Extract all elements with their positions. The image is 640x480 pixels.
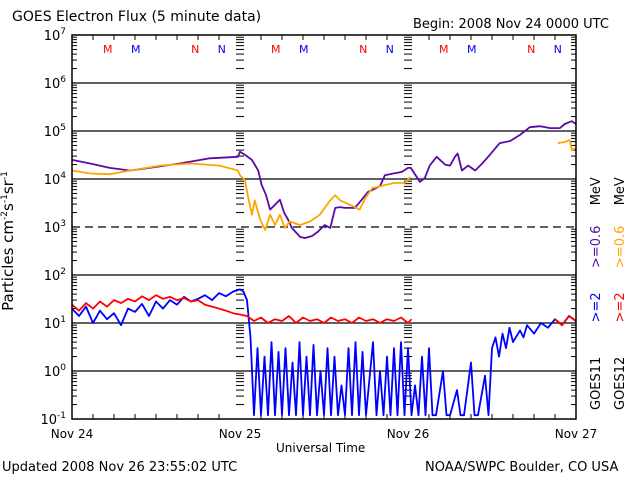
legend-goes11-name: GOES11 (589, 356, 604, 410)
y-tick-label: 102 (44, 267, 66, 284)
noon-midnight-marker: M (299, 43, 309, 56)
y-tick-label: 103 (44, 219, 66, 236)
x-tick-label: Nov 27 (555, 427, 598, 441)
noon-midnight-marker: M (103, 43, 113, 56)
noon-midnight-marker: M (467, 43, 477, 56)
noon-midnight-marker: M (131, 43, 141, 56)
series-line-0 (71, 120, 577, 239)
legend-goes12-06mev: >=0.6 (613, 225, 628, 269)
noon-midnight-marker: N (527, 43, 535, 56)
noon-midnight-marker: N (191, 43, 199, 56)
y-tick-label: 104 (44, 171, 67, 188)
series-line-3 (71, 294, 577, 327)
x-tick-label: Nov 26 (387, 427, 430, 441)
chart-title: GOES Electron Flux (5 minute data) (12, 9, 262, 25)
legend-goes11: GOES11 >=2 >=0.6 MeV (589, 177, 604, 410)
y-tick-label: 100 (44, 363, 67, 380)
x-axis-label: Universal Time (276, 441, 366, 455)
x-tick-label: Nov 25 (219, 427, 262, 441)
series-line-1 (71, 139, 577, 231)
legend-goes11-06mev: >=0.6 (589, 225, 604, 269)
noon-midnight-marker: M (439, 43, 449, 56)
legend-goes11-2mev: >=2 (589, 292, 604, 323)
x-tick-label: Nov 24 (51, 427, 94, 441)
series-line-2 (71, 288, 577, 417)
y-tick-label: 10-1 (40, 411, 66, 428)
y-tick-label: 105 (44, 123, 66, 140)
legend-goes11-unit: MeV (589, 177, 604, 206)
noon-midnight-marker: N (359, 43, 367, 56)
y-tick-label: 106 (44, 75, 67, 92)
credit: NOAA/SWPC Boulder, CO USA (425, 460, 619, 475)
legend-goes12-2mev: >=2 (613, 292, 628, 323)
noon-midnight-marker: M (271, 43, 281, 56)
y-tick-label: 107 (44, 27, 66, 44)
noon-midnight-marker: N (386, 43, 394, 56)
updated-timestamp: Updated 2008 Nov 26 23:55:02 UTC (2, 460, 238, 475)
begin-time: Begin: 2008 Nov 24 0000 UTC (413, 17, 609, 32)
legend-goes12: GOES12 >=2 >=0.6 MeV (613, 177, 628, 410)
plot-frame (71, 34, 577, 420)
y-tick-label: 101 (44, 315, 66, 332)
legend-goes12-name: GOES12 (613, 356, 628, 410)
legend-goes12-unit: MeV (613, 177, 628, 206)
noon-midnight-marker: N (554, 43, 562, 56)
noon-midnight-marker: N (218, 43, 226, 56)
